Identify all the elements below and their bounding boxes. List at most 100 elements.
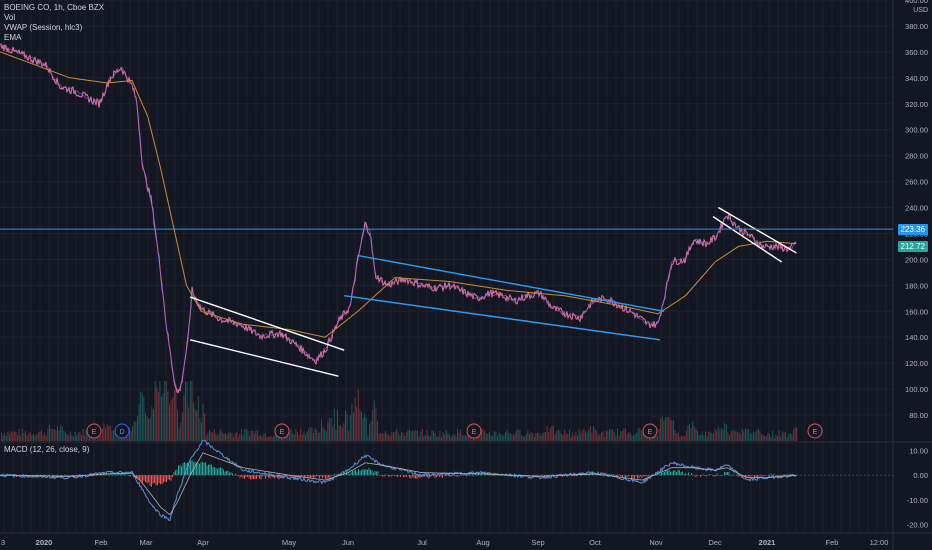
macd-histogram-bar: [248, 475, 250, 479]
volume-bar: [149, 418, 151, 441]
macd-histogram-bar: [91, 473, 92, 476]
macd-histogram-bar: [209, 464, 211, 476]
volume-bar: [377, 420, 378, 441]
volume-bar: [583, 428, 585, 441]
legend-vol[interactable]: Vol: [4, 13, 16, 22]
macd-histogram-bar: [515, 474, 517, 476]
macd-histogram-bar: [305, 475, 307, 477]
volume-bar: [661, 416, 663, 441]
volume-bar: [53, 428, 55, 441]
volume-bar: [618, 435, 620, 441]
volume-bar: [687, 425, 689, 441]
legend-ema[interactable]: EMA: [4, 33, 22, 42]
volume-bar: [711, 432, 713, 441]
volume-bar: [637, 427, 639, 441]
trend-channel-line[interactable]: [189, 296, 345, 351]
volume-bar: [684, 435, 686, 441]
macd-histogram-bar: [704, 475, 706, 476]
volume-bar: [493, 431, 495, 441]
volume-bar: [589, 426, 591, 441]
macd-histogram-bar: [263, 475, 265, 476]
volume-bar: [749, 433, 751, 441]
volume-bar: [636, 432, 638, 441]
legend-symbol[interactable]: BOEING CO, 1h, Cboe BZX: [4, 3, 105, 12]
volume-bar: [485, 433, 487, 441]
volume-bar: [357, 390, 359, 441]
volume-bar: [186, 381, 188, 441]
trend-channel-line[interactable]: [344, 295, 661, 341]
volume-bar: [740, 434, 742, 441]
volume-bar: [69, 431, 71, 441]
volume-bar: [385, 430, 386, 441]
volume-bar: [412, 430, 414, 441]
macd-histogram-bar: [677, 469, 679, 476]
volume-bar: [205, 435, 207, 441]
volume-bar: [314, 428, 316, 441]
macd-histogram-bar: [374, 470, 376, 476]
volume-bar: [743, 431, 745, 441]
volume-bar: [76, 435, 78, 441]
event-marker-earnings-icon[interactable]: [274, 423, 290, 439]
event-marker-earnings-icon[interactable]: [807, 423, 823, 439]
macd-histogram-bar: [518, 474, 520, 476]
macd-histogram-bar: [113, 474, 115, 476]
macd-histogram-bar: [632, 475, 634, 478]
volume-bar: [450, 436, 452, 441]
volume-bar: [220, 429, 222, 441]
volume-bar: [631, 435, 633, 441]
macd-histogram-bar: [625, 475, 626, 478]
macd-histogram-bar: [416, 475, 418, 479]
time-axis-tick: May: [282, 538, 296, 547]
macd-histogram-bar: [269, 475, 271, 479]
macd-histogram-bar: [542, 474, 544, 476]
volume-bar: [730, 431, 732, 441]
macd-histogram-bar: [80, 475, 82, 478]
volume-bar: [732, 430, 734, 441]
macd-histogram-bar: [277, 475, 278, 479]
trend-channel-line[interactable]: [357, 254, 664, 312]
macd-histogram-bar: [707, 474, 709, 476]
volume-bar: [697, 430, 698, 441]
macd-histogram-bar: [394, 475, 395, 477]
volume-bar: [140, 391, 142, 441]
macd-histogram-bar: [47, 474, 49, 476]
price-axis-tick: 200.00: [905, 255, 928, 264]
time-axis-tick: 2020: [36, 538, 53, 547]
macd-legend[interactable]: MACD (12, 26, close, 9): [4, 445, 90, 454]
macd-histogram-bar: [670, 471, 671, 476]
volume-bar: [105, 428, 106, 441]
macd-histogram-bar: [668, 470, 670, 476]
event-marker-earnings-icon[interactable]: [86, 423, 102, 439]
macd-histogram-bar: [206, 465, 208, 476]
volume-bar: [641, 430, 642, 441]
event-marker-earnings-icon[interactable]: [642, 423, 658, 439]
time-axis-tick: Jul: [417, 538, 427, 547]
trend-channel-line[interactable]: [718, 206, 797, 254]
macd-histogram-bar: [436, 475, 437, 478]
macd-histogram-bar: [158, 475, 160, 484]
volume-bar: [399, 435, 401, 441]
volume-bar: [692, 421, 694, 441]
macd-histogram-bar: [170, 475, 172, 481]
event-marker-dividend-icon[interactable]: [114, 423, 130, 439]
legend-vwap[interactable]: VWAP (Session, hlc3): [4, 23, 83, 32]
volume-bar: [594, 428, 596, 441]
macd-histogram-bar: [466, 475, 467, 477]
macd-histogram-bar: [260, 475, 262, 480]
macd-histogram-bar: [658, 474, 659, 476]
volume-bar: [333, 408, 335, 441]
volume-bar: [781, 431, 783, 441]
macd-histogram-bar: [613, 474, 614, 476]
event-marker-earnings-icon[interactable]: [466, 423, 482, 439]
volume-bar: [388, 434, 390, 441]
volume-bar: [244, 429, 246, 441]
macd-histogram-bar: [778, 475, 779, 477]
volume-bar: [293, 434, 295, 441]
macd-histogram-bar: [682, 471, 683, 476]
volume-bar: [370, 421, 372, 441]
trend-channel-line[interactable]: [712, 216, 783, 263]
trend-channel-line[interactable]: [189, 339, 339, 377]
volume-bar: [761, 433, 762, 441]
